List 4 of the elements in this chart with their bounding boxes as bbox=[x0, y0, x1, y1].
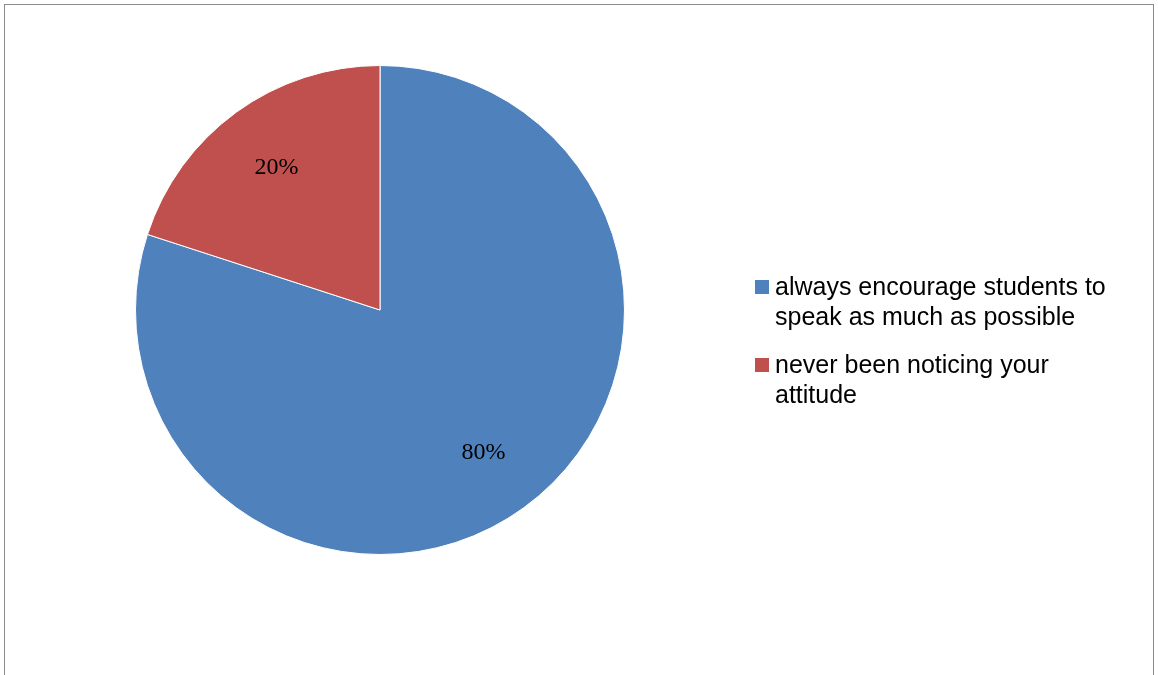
legend-label: always encourage students to speak as much as possible bbox=[775, 271, 1107, 331]
data-label: 20% bbox=[254, 152, 299, 179]
data-label: 80% bbox=[461, 437, 506, 464]
legend-label: never been noticing your attitude bbox=[775, 349, 1050, 409]
